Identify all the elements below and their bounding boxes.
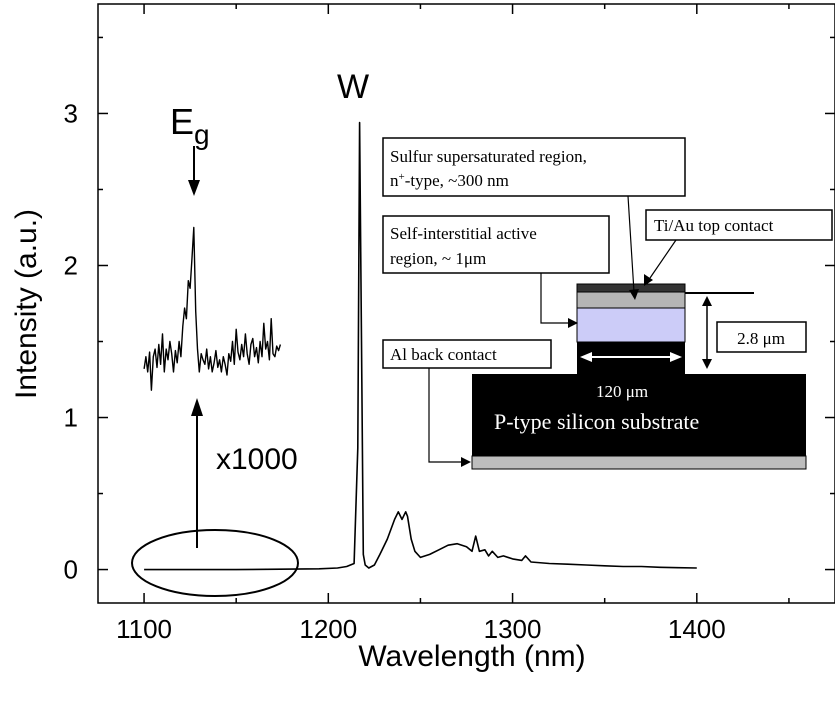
- y-tick-label: 3: [64, 98, 78, 128]
- sulfur-leader-arrow: [627, 195, 639, 300]
- sulfur-region-line1: Sulfur supersaturated region,: [390, 147, 587, 166]
- tick-labels: 1100 1200 1300 1400 0 1 2 3: [64, 98, 726, 644]
- tiau-leader-arrow: [644, 239, 677, 286]
- thickness-label: 2.8 μm: [737, 329, 785, 348]
- substrate: [472, 374, 806, 456]
- x-tick-label: 1400: [668, 614, 726, 644]
- eg-label: Eg: [170, 101, 210, 150]
- sulfur-region-line2: n+-type, ~300 nm: [390, 171, 509, 190]
- x-tick-label: 1200: [299, 614, 357, 644]
- magnification-label: x1000: [216, 443, 298, 476]
- self-interstitial-leader-arrow: [540, 273, 578, 328]
- series-line-x1000: [143, 226, 282, 391]
- substrate-label: P-type silicon substrate: [494, 409, 699, 434]
- self-interstitial-line1: Self-interstitial active: [390, 224, 537, 243]
- highlight-ellipse: [131, 529, 299, 597]
- self-interstitial-line2: region, ~ 1μm: [390, 249, 486, 268]
- al-back-contact: [471, 455, 807, 470]
- self-interstitial-box: [382, 215, 610, 274]
- tiau-contact-label: Ti/Au top contact: [654, 216, 774, 235]
- w-peak-label: W: [337, 68, 369, 106]
- y-tick-label: 2: [64, 250, 78, 280]
- thickness-box: [716, 321, 807, 353]
- x-tick-label: 1100: [116, 614, 172, 644]
- eg-arrow: [188, 146, 200, 196]
- tiau-contact-box: [645, 209, 833, 241]
- x-tick-label: 1300: [484, 614, 542, 644]
- sulfur-region-box: [382, 137, 686, 197]
- active-layer: [576, 307, 686, 343]
- x-axis-label: Wavelength (nm): [358, 640, 585, 673]
- zoom-arrow: [191, 398, 203, 548]
- series-line-main: [144, 121, 697, 571]
- width-label: 120 μm: [596, 382, 648, 401]
- al-leader-arrow: [428, 368, 471, 467]
- al-contact-box: [382, 339, 552, 369]
- axis-ticks: [98, 4, 835, 603]
- y-tick-label: 1: [64, 403, 78, 433]
- y-tick-label: 0: [64, 555, 78, 585]
- plot-frame: [97, 3, 835, 604]
- y-axis-label: Intensity (a.u.): [10, 209, 43, 399]
- sulfur-layer: [576, 291, 686, 309]
- al-contact-label: Al back contact: [390, 345, 497, 364]
- thickness-arrow: [702, 296, 712, 369]
- width-arrow: [580, 352, 682, 362]
